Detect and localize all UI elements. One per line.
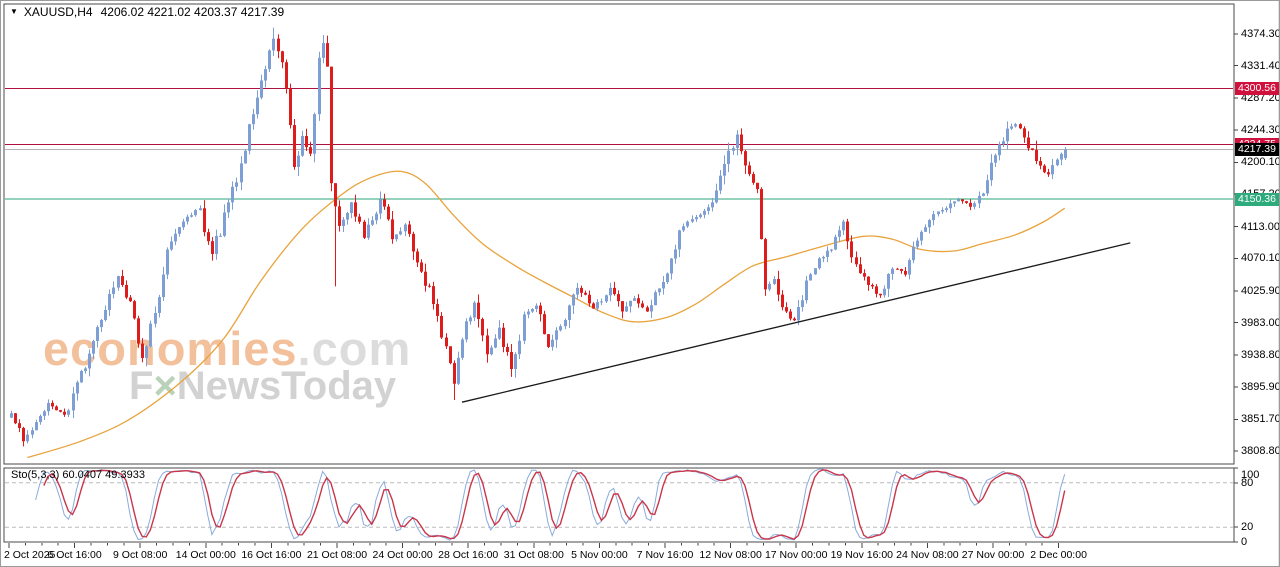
axis-ticks [8, 33, 1238, 548]
moving-average-line[interactable] [27, 170, 1066, 459]
stochastic-k-line [35, 468, 1066, 541]
candles [10, 27, 1067, 447]
price-tag-resistance[interactable]: 4300.56 [1235, 81, 1279, 95]
stochastic-d-line [43, 469, 1066, 540]
price-tag-current[interactable]: 4217.39 [1235, 143, 1279, 157]
ascending-trendline[interactable] [461, 242, 1131, 403]
price-tag-support[interactable]: 4150.36 [1235, 192, 1279, 206]
